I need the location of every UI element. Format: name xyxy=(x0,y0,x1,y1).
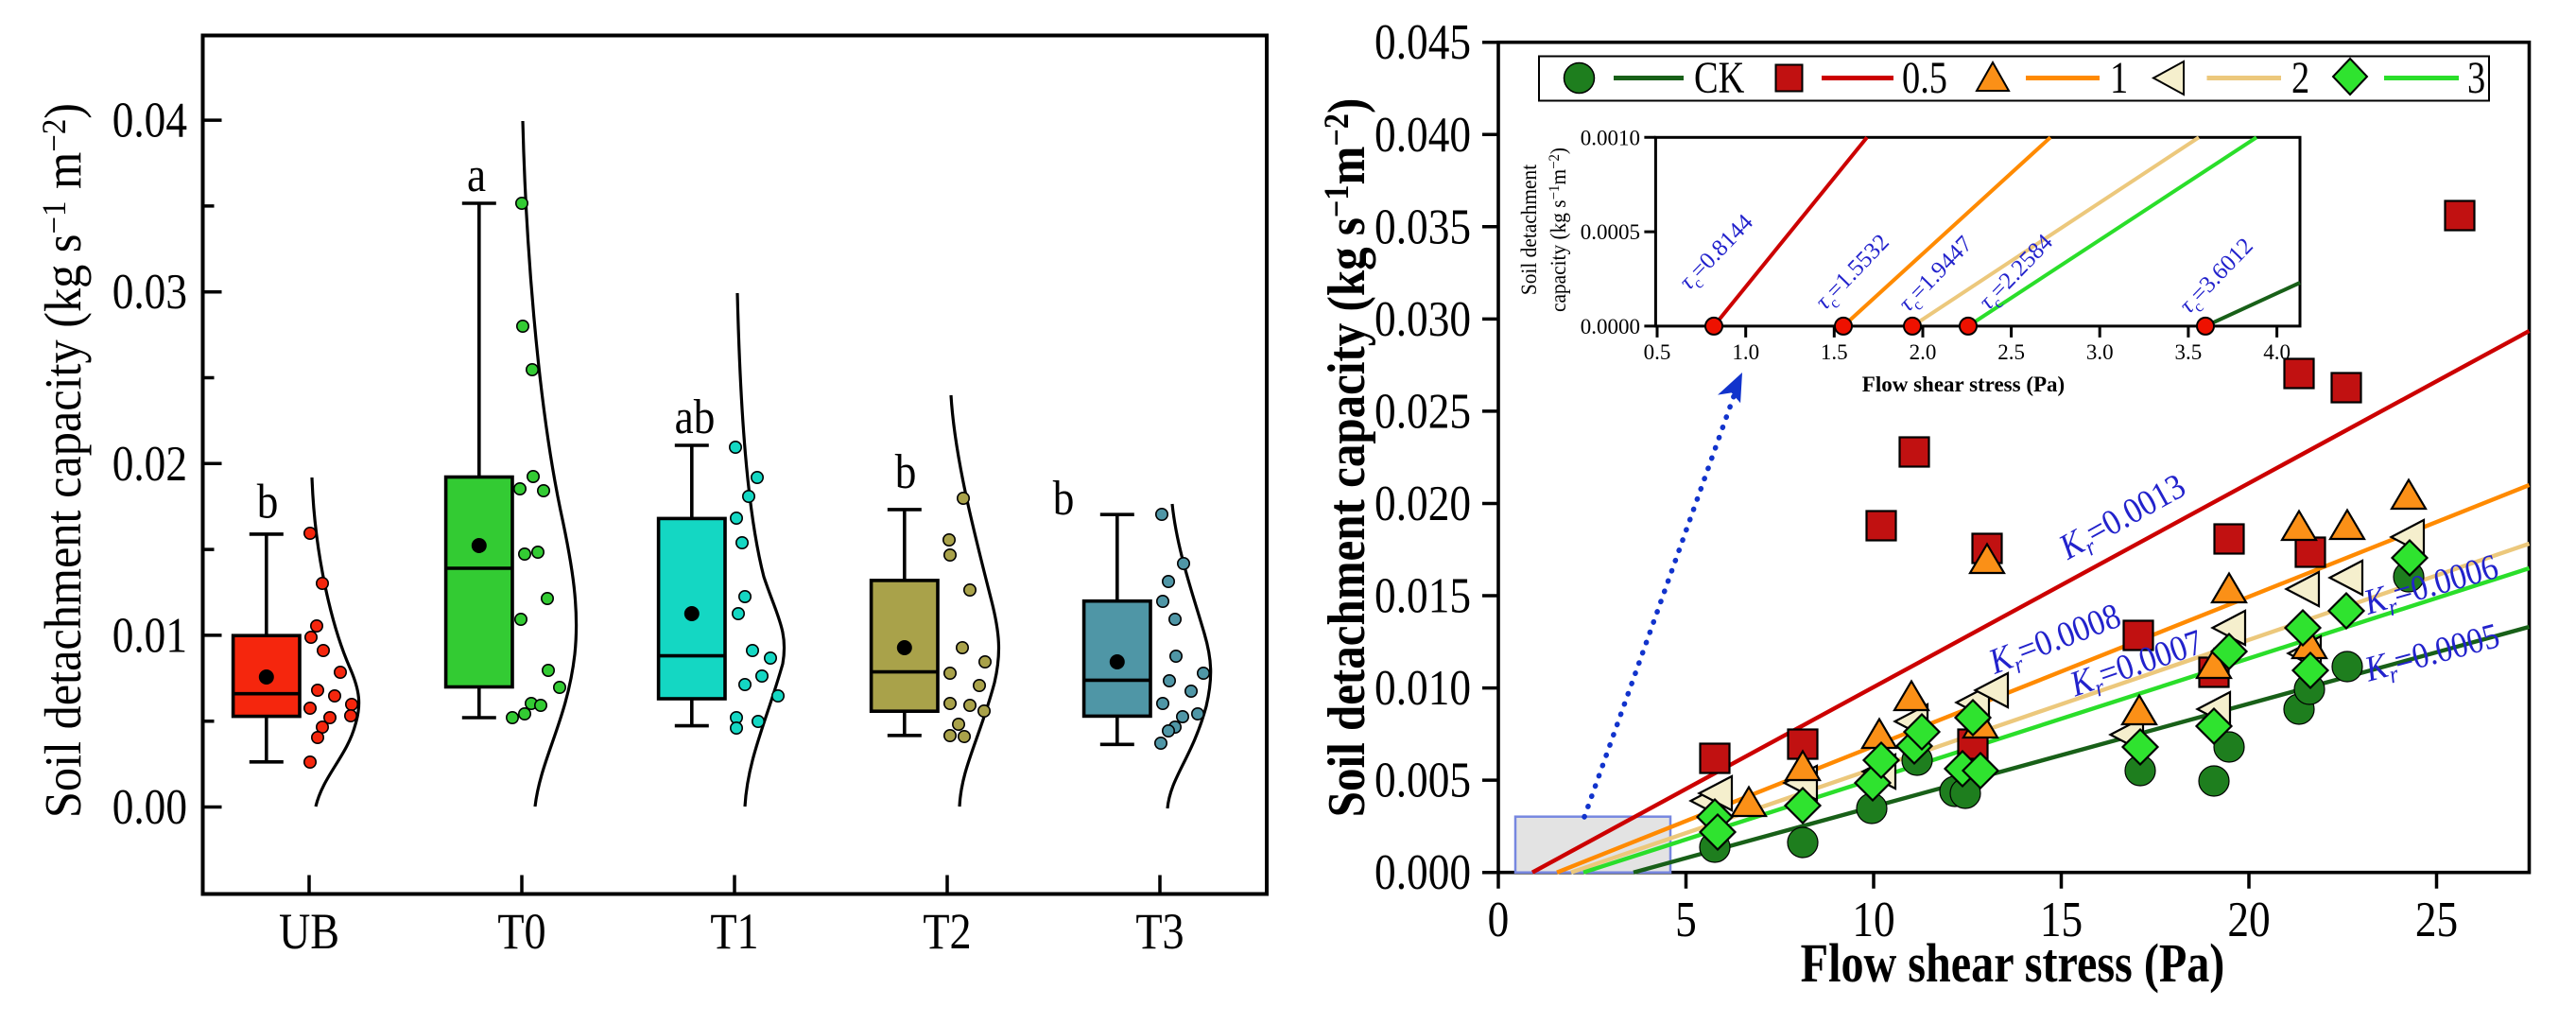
svg-text:0.005: 0.005 xyxy=(1374,752,1471,807)
svg-text:a: a xyxy=(467,148,486,202)
svg-text:1: 1 xyxy=(2110,53,2128,103)
svg-text:CK: CK xyxy=(1694,53,1744,103)
svg-text:25: 25 xyxy=(2415,892,2458,947)
svg-text:0.045: 0.045 xyxy=(1374,14,1471,70)
svg-text:0.04: 0.04 xyxy=(112,92,187,148)
svg-text:0.01: 0.01 xyxy=(112,607,187,663)
svg-text:2: 2 xyxy=(2291,53,2309,103)
svg-text:0.00: 0.00 xyxy=(112,779,187,835)
svg-text:b: b xyxy=(895,444,917,499)
svg-text:20: 20 xyxy=(2227,892,2270,947)
svg-text:capacity (kg s−1m−2): capacity (kg s−1m−2) xyxy=(1546,148,1570,312)
svg-text:1.5: 1.5 xyxy=(1821,340,1848,364)
svg-text:0.000: 0.000 xyxy=(1374,844,1471,900)
svg-text:Soil detachment capacity (kg s: Soil detachment capacity (kg s−1m−2) xyxy=(1317,98,1376,818)
svg-text:1.0: 1.0 xyxy=(1732,340,1759,364)
svg-text:ab: ab xyxy=(675,390,716,444)
svg-text:0.015: 0.015 xyxy=(1374,567,1471,623)
svg-text:0.035: 0.035 xyxy=(1374,199,1471,254)
svg-text:0.030: 0.030 xyxy=(1374,291,1471,347)
svg-text:15: 15 xyxy=(2040,892,2083,947)
svg-text:Flow shear stress (Pa): Flow shear stress (Pa) xyxy=(1801,933,2225,994)
svg-text:UB: UB xyxy=(279,903,339,960)
svg-text:Soil detachment capacity (kg s: Soil detachment capacity (kg s−1 m−2) xyxy=(35,103,93,818)
svg-text:Soil detachment: Soil detachment xyxy=(1516,164,1541,295)
svg-text:Flow shear stress (Pa): Flow shear stress (Pa) xyxy=(1862,373,2065,396)
svg-text:T0: T0 xyxy=(497,903,545,960)
svg-text:0: 0 xyxy=(1488,892,1510,947)
svg-text:0.5: 0.5 xyxy=(1644,340,1671,364)
svg-text:0.0010: 0.0010 xyxy=(1581,126,1640,149)
svg-text:0.03: 0.03 xyxy=(112,264,187,320)
svg-text:4.0: 4.0 xyxy=(2263,340,2291,364)
svg-text:2.0: 2.0 xyxy=(1910,340,1937,364)
svg-text:T2: T2 xyxy=(923,903,971,960)
svg-text:5: 5 xyxy=(1675,892,1697,947)
svg-text:0.025: 0.025 xyxy=(1374,383,1471,439)
svg-text:10: 10 xyxy=(1852,892,1894,947)
svg-text:2.5: 2.5 xyxy=(1997,340,2025,364)
svg-text:3.5: 3.5 xyxy=(2175,340,2203,364)
svg-text:0.02: 0.02 xyxy=(112,436,187,492)
svg-text:T1: T1 xyxy=(710,903,758,960)
svg-text:b: b xyxy=(257,475,279,529)
svg-text:b: b xyxy=(1053,471,1075,526)
svg-text:3: 3 xyxy=(2467,53,2485,103)
svg-text:3.0: 3.0 xyxy=(2086,340,2114,364)
svg-text:0.5: 0.5 xyxy=(1902,53,1947,103)
svg-text:0.040: 0.040 xyxy=(1374,107,1471,163)
svg-text:0.020: 0.020 xyxy=(1374,476,1471,531)
svg-text:0.0005: 0.0005 xyxy=(1581,220,1640,244)
svg-text:T3: T3 xyxy=(1135,903,1184,960)
svg-text:0.010: 0.010 xyxy=(1374,660,1471,716)
svg-text:0.0000: 0.0000 xyxy=(1581,315,1640,338)
